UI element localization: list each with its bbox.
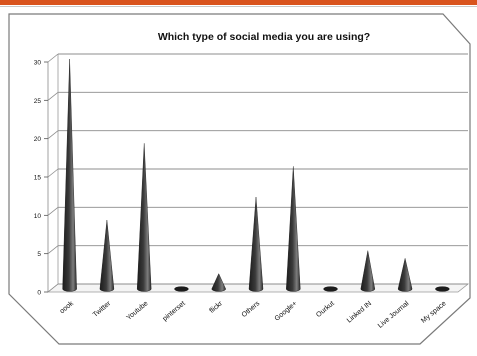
y-tick-label: 10 [34,213,42,220]
cone-base-flat [174,286,189,292]
cone-bar [360,250,376,292]
cone-body [211,273,226,292]
cone-body [62,58,77,292]
y-tick-label: 20 [34,136,42,143]
cone-body [397,258,413,292]
cone-base-flat [435,286,450,292]
cone-base-flat [323,286,338,292]
cone-bar [397,258,413,292]
cone-body [248,196,264,292]
y-tick-label: 25 [34,98,42,105]
gridlines [47,53,468,293]
gridline-depth [47,207,59,216]
cone-body [360,250,376,292]
cone-bar [435,286,450,292]
top-border [0,0,477,5]
y-axis-ticks: 0 5 10 15 20 25 30 [34,60,48,297]
cone-series [62,58,450,292]
gridline-depth [47,92,59,101]
cone-body [136,143,152,292]
cone-body [286,166,301,292]
cone-bar [174,286,189,292]
cone-bar [211,273,226,292]
cone-bar [286,166,301,292]
chart-title: Which type of social media you are using… [158,31,370,43]
gridline-depth [47,245,59,254]
gridline-depth [47,283,59,293]
cone-bar [62,58,77,292]
gridline-depth [47,53,59,63]
cone-bar [136,143,152,292]
chart-frame [8,13,471,345]
cone-bar [248,196,264,292]
y-tick-label: 5 [37,251,41,258]
gridline-depth [47,130,59,139]
cone-bar [99,219,115,292]
cone-bar [323,286,338,292]
y-tick-label: 30 [34,60,42,67]
y-tick-label: 15 [34,175,42,182]
gridline-depth [47,168,59,178]
y-tick-label: 0 [37,290,41,297]
cone-body [99,219,115,292]
